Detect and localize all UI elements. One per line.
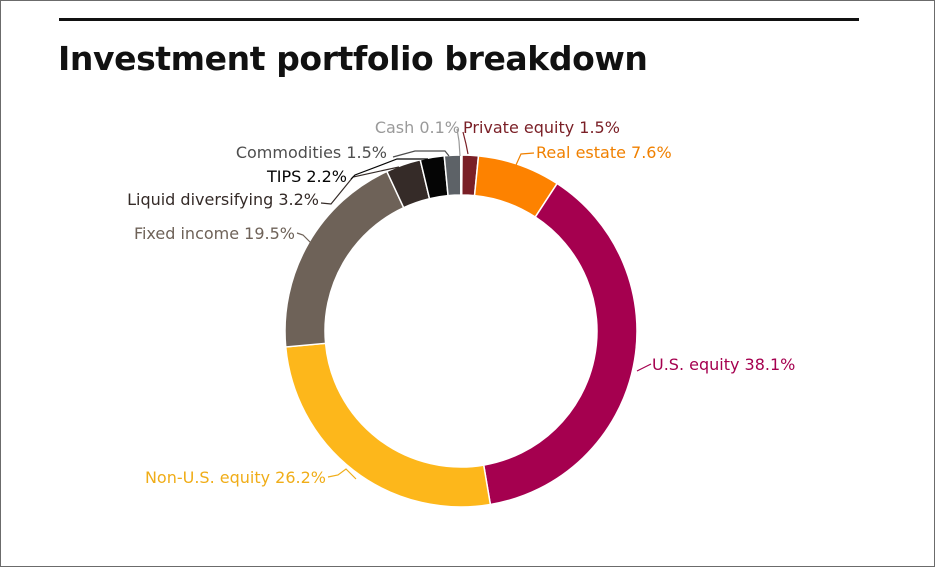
leader-line-private-equity — [462, 131, 469, 155]
label-u-s-equity: U.S. equity 38.1% — [652, 355, 795, 374]
title-rule — [59, 18, 859, 21]
leader-line-fixed-income — [296, 232, 314, 246]
leader-line-real-estate — [515, 152, 535, 166]
label-tips: TIPS 2.2% — [266, 167, 347, 186]
label-non-u-s-equity: Non-U.S. equity 26.2% — [145, 468, 326, 487]
leader-line-non-u-s-equity — [327, 468, 357, 480]
leader-line-cash — [456, 128, 461, 157]
slice-cash — [460, 154, 463, 196]
leader-line-tips — [350, 158, 428, 180]
label-commodities: Commodities 1.5% — [236, 143, 387, 162]
label-cash: Cash 0.1% — [375, 118, 460, 137]
label-liquid-diversifying: Liquid diversifying 3.2% — [127, 190, 319, 209]
slice-commodities — [443, 154, 462, 197]
leader-line-commodities — [392, 150, 450, 158]
label-private-equity: Private equity 1.5% — [463, 118, 620, 137]
leader-line-u-s-equity — [636, 363, 652, 372]
chart-title: Investment portfolio breakdown — [58, 39, 648, 78]
leader-line-liquid-diversifying — [320, 166, 400, 205]
label-fixed-income: Fixed income 19.5% — [134, 224, 295, 243]
slice-u-s-equity — [482, 182, 638, 506]
label-real-estate: Real estate 7.6% — [536, 143, 672, 162]
